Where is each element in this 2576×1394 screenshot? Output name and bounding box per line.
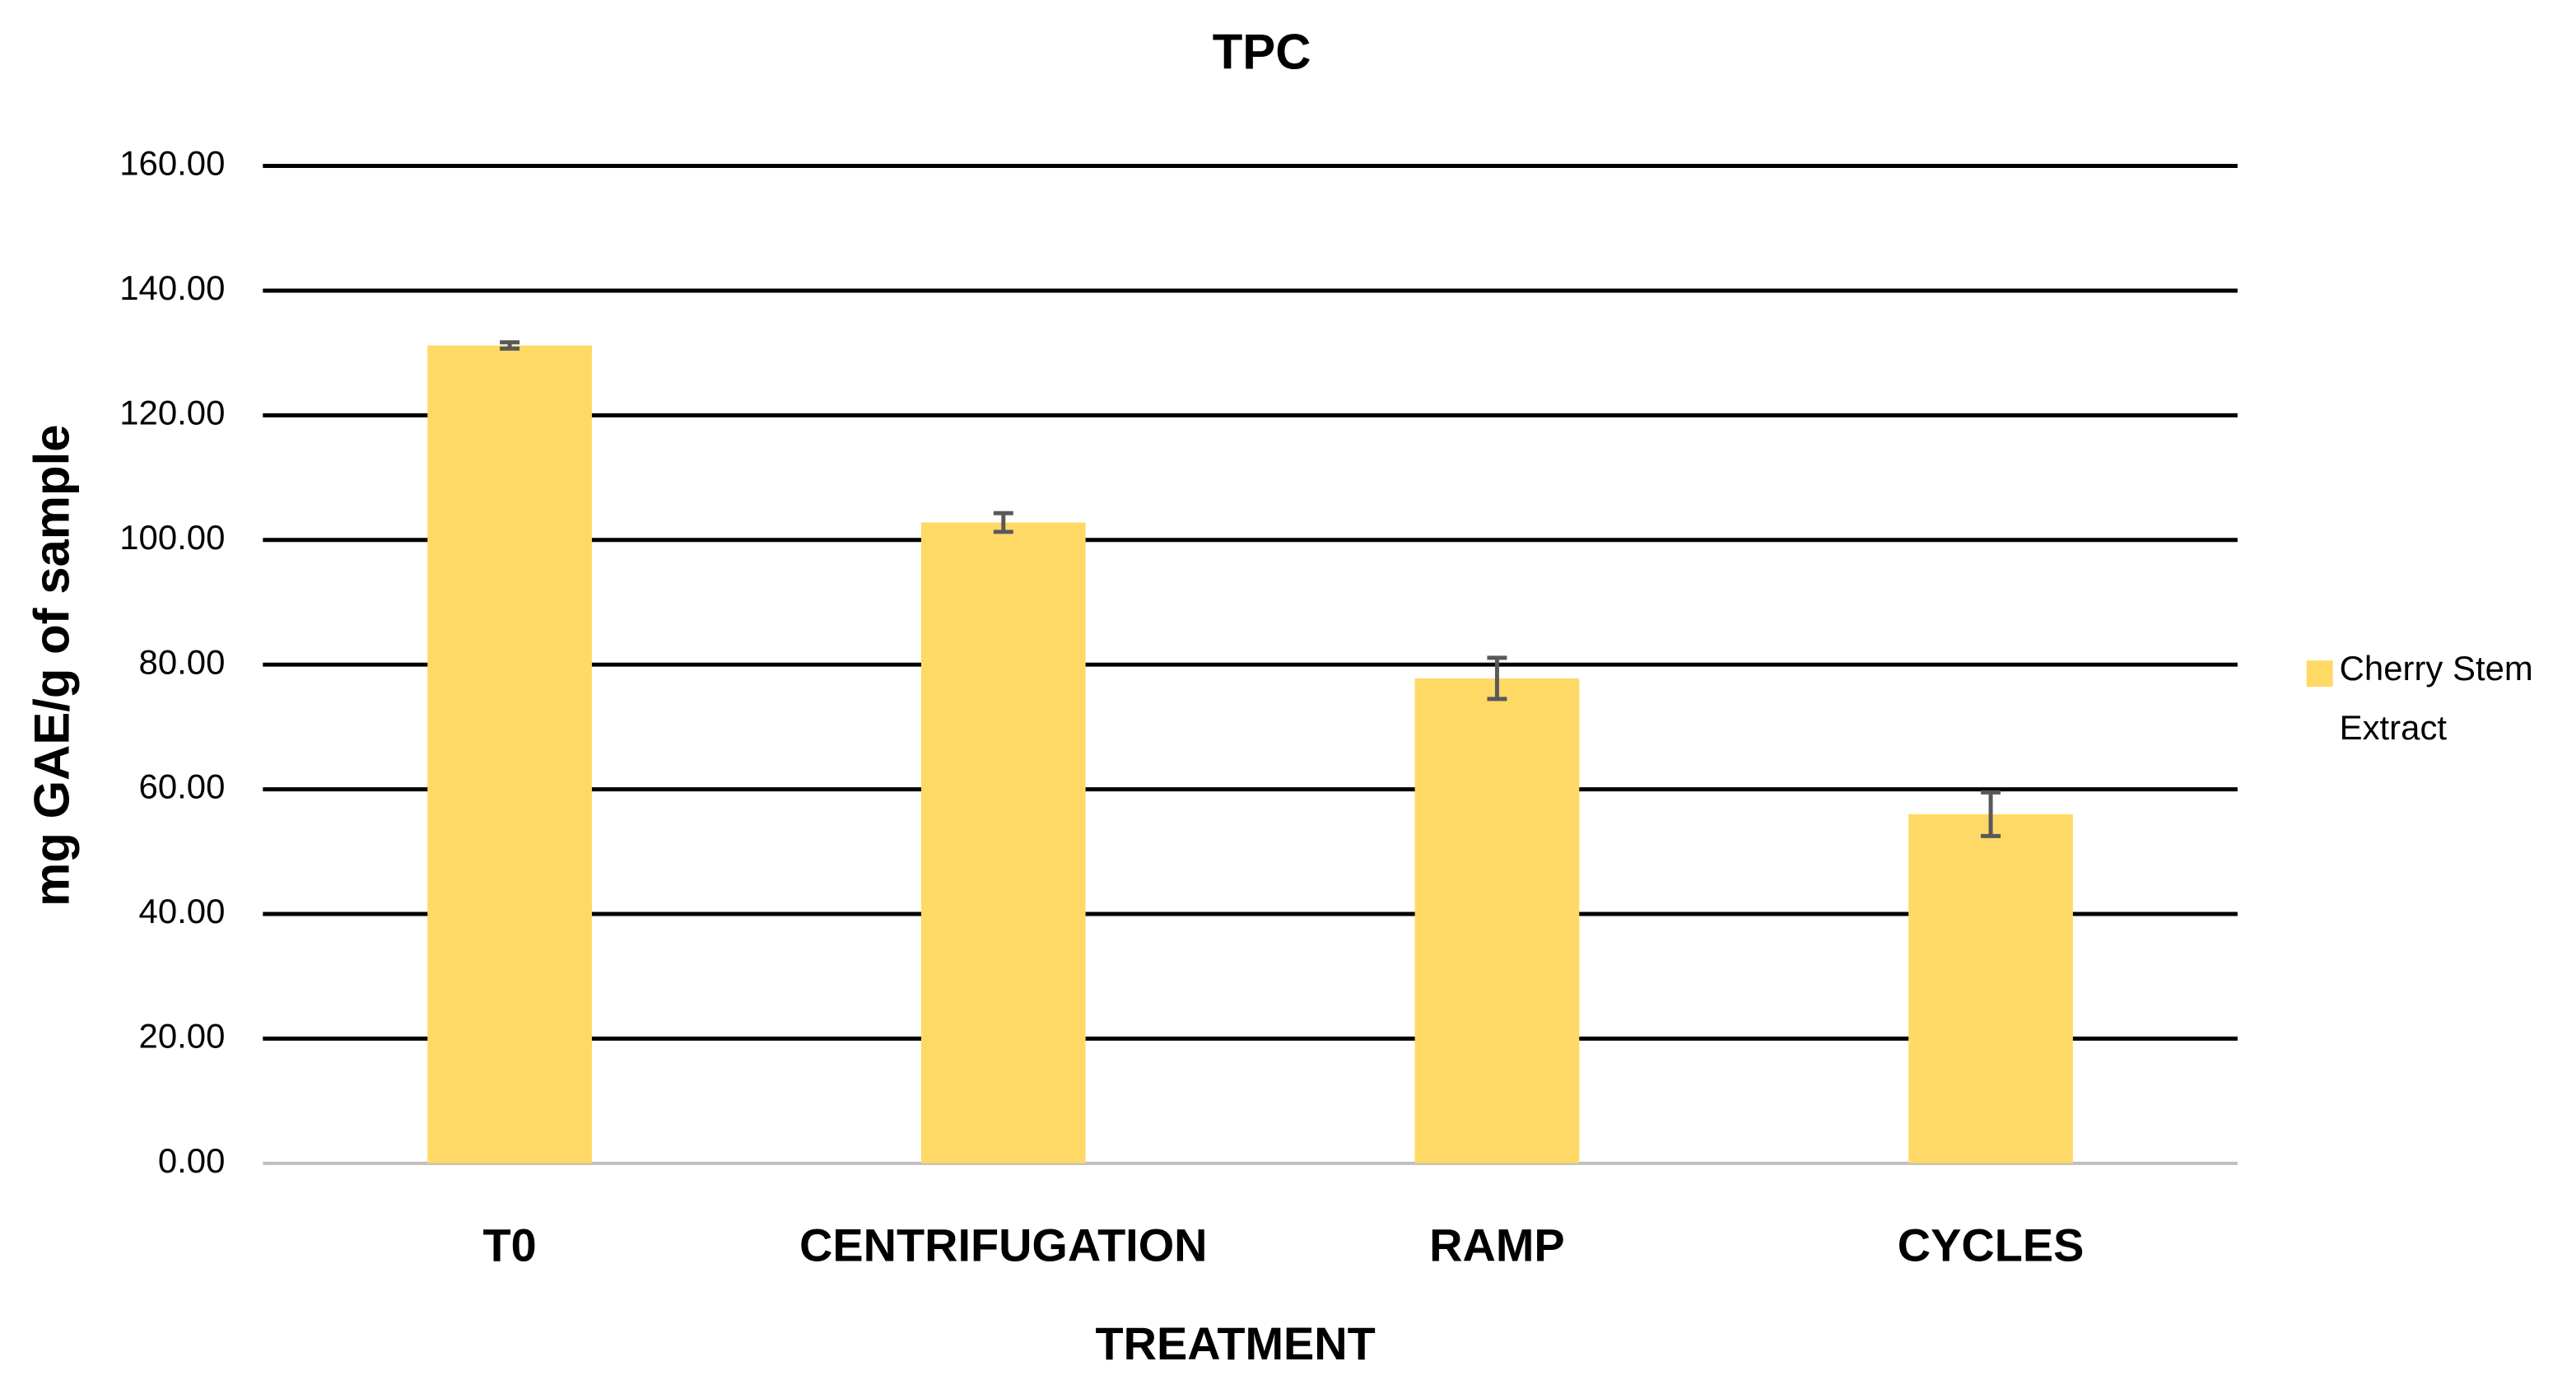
bar bbox=[427, 345, 592, 1163]
y-tick-label: 160.00 bbox=[119, 144, 225, 183]
legend-label: Cherry Stem Extract bbox=[2339, 650, 2533, 748]
bar bbox=[1414, 678, 1580, 1163]
error-bar bbox=[993, 511, 1013, 534]
y-tick-label: 120.00 bbox=[119, 393, 225, 431]
legend-swatch bbox=[2306, 660, 2333, 688]
x-tick-label: RAMP bbox=[1429, 1219, 1564, 1270]
x-tick-label: T0 bbox=[483, 1219, 537, 1270]
y-tick-label: 0.00 bbox=[158, 1141, 226, 1180]
y-tick-label: 20.00 bbox=[139, 1016, 226, 1055]
y-tick-label: 100.00 bbox=[119, 518, 225, 557]
error-bar bbox=[1487, 655, 1507, 702]
error-bar bbox=[1981, 790, 2001, 838]
y-tick-label: 80.00 bbox=[139, 642, 226, 681]
chart-title: TPC bbox=[1213, 25, 1311, 80]
x-tick-label: CYCLES bbox=[1898, 1219, 2085, 1270]
bar bbox=[920, 522, 1086, 1163]
y-axis-title: mg GAE/g of sample bbox=[25, 424, 80, 906]
x-axis-title: TREATMENT bbox=[1095, 1317, 1375, 1369]
bar bbox=[1908, 814, 2073, 1163]
y-tick-label: 60.00 bbox=[139, 767, 226, 806]
error-bar bbox=[500, 340, 520, 351]
x-tick-label: CENTRIFUGATION bbox=[799, 1219, 1207, 1270]
legend-entry: Cherry Stem Extract bbox=[2339, 650, 2533, 748]
y-tick-label: 140.00 bbox=[119, 268, 225, 307]
y-tick-label: 40.00 bbox=[139, 892, 226, 930]
